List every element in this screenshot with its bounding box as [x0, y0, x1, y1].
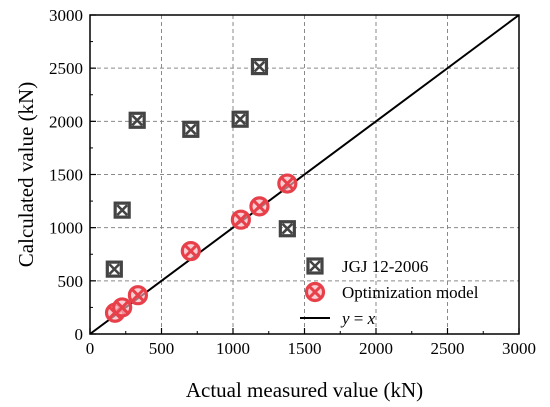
y-axis-title: Calculated value (kN)	[14, 82, 38, 267]
jgj-point-4	[231, 110, 249, 128]
optimization-point-2	[127, 285, 149, 306]
optimization-point-6	[277, 173, 298, 194]
optimization-point-4	[230, 209, 251, 230]
y-tick-label-4: 2000	[49, 112, 83, 131]
y-tick-label-1: 500	[58, 272, 84, 291]
optimization-point-5	[249, 196, 270, 217]
data-points	[104, 57, 298, 323]
legend-label-y: y	[340, 309, 350, 328]
y-tick-label-3: 1500	[49, 166, 83, 185]
legend: JGJ 12-2006 Optimization model y = x	[300, 257, 479, 328]
legend-item-jgj: JGJ 12-2006	[306, 257, 428, 276]
y-tick-label-0: 0	[75, 325, 84, 344]
y-tick-label-6: 3000	[49, 6, 83, 25]
jgj-point-0	[105, 260, 123, 278]
legend-label-x: x	[367, 309, 376, 328]
legend-label-eq: =	[350, 309, 368, 328]
x-tick-label-5: 2500	[431, 339, 465, 358]
x-tick-label-6: 3000	[502, 339, 536, 358]
legend-label-jgj: JGJ 12-2006	[342, 257, 428, 276]
jgj-point-2	[128, 111, 146, 129]
x-tick-label-1: 500	[149, 339, 175, 358]
jgj-point-6	[278, 220, 296, 238]
optimization-point-3	[180, 240, 201, 262]
reference-line-y-equals-x	[89, 14, 520, 335]
x-tick-label-0: 0	[86, 339, 95, 358]
y-tick-label-5: 2500	[49, 59, 83, 78]
y-tick-label-2: 1000	[49, 219, 83, 238]
legend-label-optimization: Optimization model	[342, 283, 479, 302]
legend-label-reference: y = x	[340, 309, 376, 328]
x-tick-label-2: 1000	[216, 339, 250, 358]
x-axis-title: Actual measured value (kN)	[186, 378, 423, 402]
optimization-point-1	[112, 297, 133, 318]
axis-ticks: 0 500 1000 1500 2000 2500 3000 0 500 1000 1500 2000…	[49, 6, 536, 358]
jgj-point-1	[113, 201, 131, 219]
jgj-point-5	[250, 57, 269, 76]
x-tick-label-4: 2000	[359, 339, 393, 358]
x-tick-label-3: 1500	[288, 339, 322, 358]
jgj-point-3	[182, 120, 200, 138]
legend-item-reference: y = x	[300, 309, 376, 328]
legend-marker-square-x	[306, 257, 324, 275]
legend-item-optimization: Optimization model	[304, 281, 479, 303]
legend-marker-circle-x	[304, 281, 326, 303]
